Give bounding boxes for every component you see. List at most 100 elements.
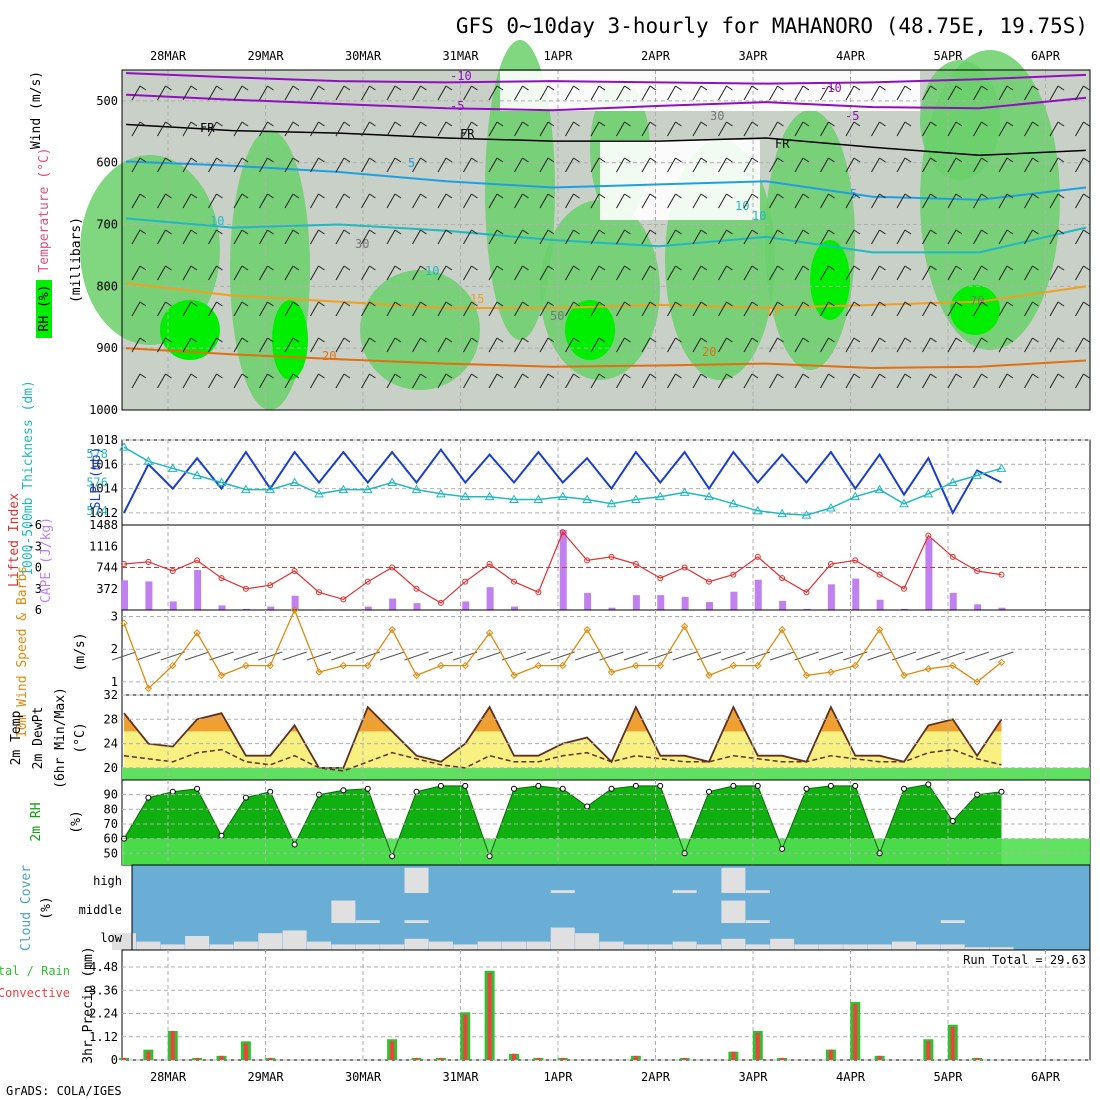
rh-point <box>340 787 347 794</box>
wind-barb-flag <box>420 85 427 91</box>
wind-barb-flag <box>216 229 223 235</box>
wind-barb-flag <box>369 121 376 127</box>
wind-barb <box>182 157 192 173</box>
wind-barb-flag <box>649 373 657 379</box>
wind-point <box>510 671 518 680</box>
wind-barb-flag <box>471 121 478 127</box>
temp-tick-label: 24 <box>104 737 118 751</box>
wind-barb <box>565 337 574 353</box>
wind-barb-flag <box>318 121 325 127</box>
wind-barb-flag <box>165 121 172 127</box>
thickness-point <box>899 498 909 508</box>
date-label-top: 2APR <box>641 49 671 63</box>
wind-barb <box>284 373 294 389</box>
wind-barb-flag <box>369 157 376 163</box>
wind-barb <box>1024 373 1033 389</box>
wind-barb <box>922 85 931 101</box>
wind-barb <box>947 265 957 281</box>
wind-barb-flag <box>496 301 504 307</box>
cape-bar <box>632 595 640 610</box>
wind-barb-flag <box>879 301 886 307</box>
wind-barb-flag <box>496 265 504 271</box>
ylabel-convective: Convective <box>0 986 70 1000</box>
wind-barb <box>820 85 829 101</box>
wind-barb <box>794 229 804 245</box>
wind-barb <box>794 373 804 389</box>
wind-barb <box>769 373 778 389</box>
ylabel-temperature: Temperature (°C) <box>37 147 52 272</box>
slp-tick-label: 1014 <box>89 482 118 496</box>
cloud-middle-bar <box>745 920 770 923</box>
rh-point <box>852 782 859 789</box>
thickness-line <box>123 446 1002 516</box>
wind-barb <box>157 301 166 317</box>
wind-barb-flag <box>190 373 198 379</box>
wind-barb <box>386 229 396 245</box>
precip-tick-label: 4.48 <box>89 960 118 974</box>
wind-barb-flag <box>853 157 861 163</box>
cloud-low-bar <box>380 944 405 950</box>
wind-barb-flag <box>216 193 223 199</box>
wind-point <box>144 684 153 693</box>
cape-bar <box>267 606 275 610</box>
ylabel-millibars: (millibars) <box>69 217 84 303</box>
wind-barb <box>209 651 234 661</box>
wind-barb <box>922 157 931 173</box>
wind-barb <box>973 157 982 173</box>
wind-barb <box>131 157 141 173</box>
wind-barb-flag <box>292 301 300 307</box>
wind-barb <box>335 157 345 173</box>
wind-barb-flag <box>930 157 937 163</box>
rh-shade-high <box>950 285 1000 335</box>
wind-barb <box>616 121 625 137</box>
wind-barb-flag <box>675 337 682 343</box>
wind-barb <box>896 337 906 353</box>
wind-barb <box>526 651 551 661</box>
rh-point <box>486 853 493 860</box>
wind-barb <box>361 265 370 281</box>
cape-bar <box>706 602 713 610</box>
wind-barb <box>514 121 523 137</box>
precip-tick-label: 3.36 <box>89 983 118 997</box>
cape-bar <box>389 598 397 610</box>
wind-barb-flag <box>471 301 478 307</box>
ylabel-cape: CAPE (J/kg) <box>39 517 54 603</box>
wind-barb-flag <box>420 229 427 235</box>
cloud-middle-bar <box>355 920 380 923</box>
wind-barb <box>111 651 137 661</box>
li-point <box>535 589 542 596</box>
wind-barb <box>306 651 332 661</box>
ylabel-thickness: 1000-500mb Thickness (dm) <box>21 380 36 576</box>
wind-point <box>851 661 859 670</box>
wind-barb <box>1075 157 1084 173</box>
wind-barb <box>947 373 957 389</box>
wind-barb-flag <box>547 265 555 271</box>
wind-barb <box>208 121 217 137</box>
wind-barb-flag <box>547 121 555 127</box>
wind-barb <box>743 373 753 389</box>
contour-label: 10 <box>425 264 439 278</box>
wind-point <box>754 661 762 670</box>
wind-barb-flag <box>496 229 504 235</box>
wind-barb <box>998 337 1008 353</box>
wind-barb <box>769 337 778 353</box>
li-point <box>486 560 493 567</box>
date-label-bottom: 30MAR <box>345 1070 382 1084</box>
wind-barb <box>590 337 600 353</box>
contour-label: 10 <box>210 214 224 228</box>
wind-barb-flag <box>394 121 402 127</box>
rh-shade <box>360 270 480 390</box>
wind-barb-flag <box>139 373 147 379</box>
thickness-point <box>314 488 324 498</box>
wind-barb-flag <box>726 265 733 271</box>
wind-barb <box>973 85 982 101</box>
wind-barb-flag <box>165 229 172 235</box>
wind-barb <box>667 85 676 101</box>
wind-barb-flag <box>1006 229 1014 235</box>
wind-barb-flag <box>675 373 682 379</box>
wind-barb-flag <box>598 229 606 235</box>
wind-barb-flag <box>802 157 810 163</box>
wind-barb-flag <box>802 229 810 235</box>
wind-barb-flag <box>1083 337 1090 343</box>
cloud-low-bar <box>428 941 453 950</box>
